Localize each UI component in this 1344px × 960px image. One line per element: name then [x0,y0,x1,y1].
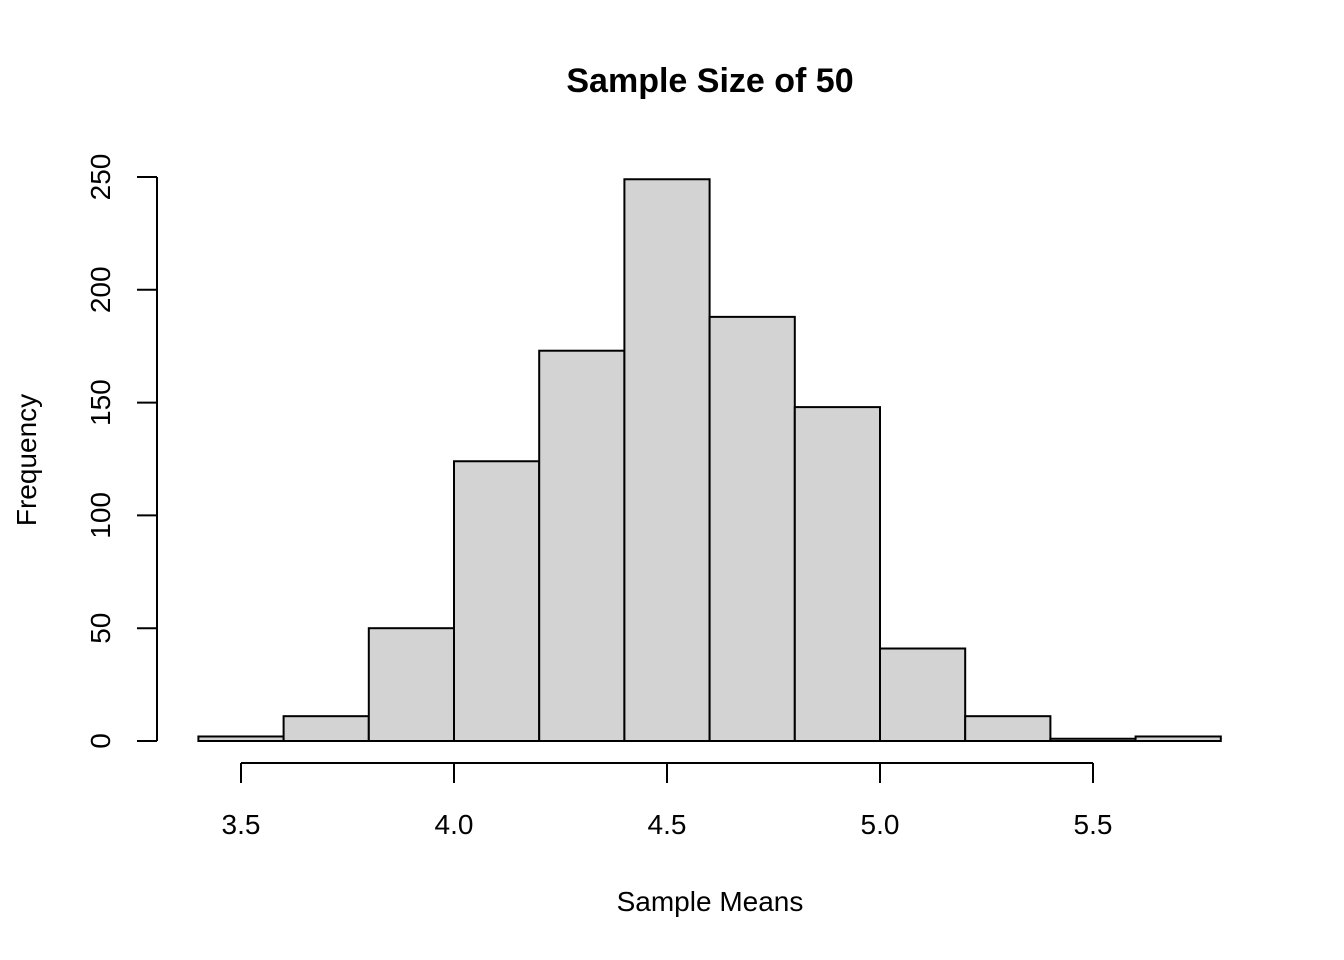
chart-title: Sample Size of 50 [566,62,853,100]
y-tick-label: 100 [85,492,116,539]
y-tick-label: 250 [85,154,116,201]
histogram-bar [282,715,370,743]
x-tick-label: 3.5 [222,809,261,840]
x-tick-label: 5.5 [1074,809,1113,840]
histogram-bar [197,735,285,742]
x-tick-label: 5.0 [861,809,900,840]
y-tick-label: 150 [85,379,116,426]
histogram-bar [367,627,455,743]
y-tick-label: 50 [85,613,116,644]
histogram-bar [1134,735,1222,742]
histogram-bar [879,647,967,743]
histogram-bar [964,715,1052,743]
y-tick-label: 0 [85,733,116,749]
y-axis: 0 50 100 150 200 250 [85,154,158,749]
x-tick-label: 4.5 [648,809,687,840]
histogram-bar [1049,737,1137,743]
x-tick-label: 4.0 [435,809,474,840]
histogram-bar [453,460,541,742]
y-axis-label: Frequency [11,394,42,526]
histogram-bar [538,349,626,742]
y-tick-label: 200 [85,266,116,313]
histogram-bar [708,315,796,742]
x-axis: 3.5 4.0 4.5 5.0 5.5 [222,762,1113,840]
histogram-bars [197,178,1222,743]
x-axis-label: Sample Means [617,886,804,917]
histogram-bar [623,178,711,743]
histogram-bar [793,406,881,742]
